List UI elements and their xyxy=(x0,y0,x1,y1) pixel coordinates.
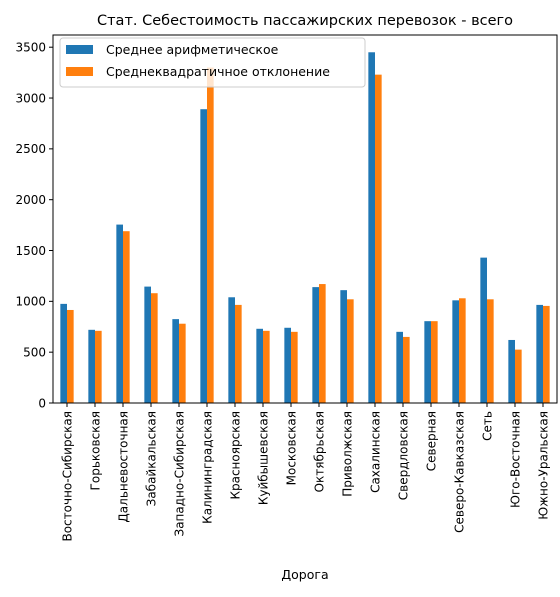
bar-series-1-9 xyxy=(312,287,319,403)
bar-series-2-15 xyxy=(487,299,494,403)
x-tick-label-4: Западно-Сибирская xyxy=(172,411,186,536)
x-tick-label-6: Красноярская xyxy=(228,411,242,500)
x-tick-label-11: Сахалинская xyxy=(368,411,382,493)
bar-series-1-11 xyxy=(368,52,375,403)
bar-series-1-0 xyxy=(60,303,67,403)
x-tick-label-17: Южно-Уральская xyxy=(536,411,550,520)
y-tick-label-6: 3000 xyxy=(15,91,46,105)
x-tick-label-9: Октябрьская xyxy=(312,411,326,492)
legend-swatch-series-2 xyxy=(66,67,93,76)
legend: Среднее арифметическое Среднеквадратично… xyxy=(59,37,366,88)
legend-box xyxy=(59,37,366,88)
bar-series-2-11 xyxy=(375,74,382,404)
bar-series-2-2 xyxy=(123,231,130,403)
bar-series-2-12 xyxy=(403,336,410,403)
y-tick-label-7: 3500 xyxy=(15,41,46,55)
x-tick-label-2: Дальневосточная xyxy=(116,411,130,523)
x-tick-label-1: Горьковская xyxy=(88,411,102,490)
y-tick-label-5: 2500 xyxy=(15,142,46,156)
bar-series-1-14 xyxy=(452,300,459,403)
bar-series-1-15 xyxy=(480,257,487,403)
bar-series-1-17 xyxy=(536,304,543,403)
x-tick-label-16: Юго-Восточная xyxy=(508,411,522,508)
legend-label-series-1: Среднее арифметическое xyxy=(106,42,279,57)
bar-series-1-12 xyxy=(396,331,403,403)
legend-swatch-series-1 xyxy=(66,45,93,54)
bar-series-2-8 xyxy=(291,331,298,403)
bar-series-2-5 xyxy=(207,67,214,403)
bar-series-2-16 xyxy=(515,349,522,403)
bar-series-1-6 xyxy=(228,297,235,403)
bar-series-2-17 xyxy=(543,305,550,403)
bar-series-1-10 xyxy=(340,290,347,403)
x-tick-label-14: Северо-Кавказская xyxy=(452,411,466,533)
chart-title: Стат. Себестоимость пассажирских перевоз… xyxy=(97,13,513,29)
bars-layer xyxy=(60,52,550,404)
y-tick-label-1: 500 xyxy=(23,345,46,359)
bar-series-2-9 xyxy=(319,284,326,403)
bar-series-2-7 xyxy=(263,330,270,403)
x-tick-label-0: Восточно-Сибирская xyxy=(60,411,74,542)
x-tick-label-7: Куйбышевская xyxy=(256,411,270,505)
x-tick-label-13: Северная xyxy=(424,411,438,471)
bar-series-2-0 xyxy=(67,309,74,403)
bar-series-2-14 xyxy=(459,298,466,403)
x-axis: Восточно-Сибирская Горьковская Дальневосто… xyxy=(60,403,550,542)
bar-series-1-1 xyxy=(88,329,95,403)
x-tick-label-5: Калининградская xyxy=(200,411,214,524)
x-axis-label: Дорога xyxy=(281,567,328,582)
x-tick-label-12: Свердловская xyxy=(396,411,410,500)
y-tick-label-2: 1000 xyxy=(15,295,46,309)
bar-series-2-4 xyxy=(179,323,186,403)
bar-series-1-3 xyxy=(144,286,151,403)
x-tick-label-3: Забайкальская xyxy=(144,411,158,506)
x-tick-label-15: Сеть xyxy=(480,411,494,441)
x-tick-label-10: Приволжская xyxy=(340,411,354,497)
y-axis: 0 500 1000 1500 2000 2500 3000 3500 xyxy=(15,41,53,410)
y-tick-label-3: 1500 xyxy=(15,244,46,258)
bar-series-1-8 xyxy=(284,327,291,403)
bar-series-2-10 xyxy=(347,299,354,403)
legend-label-series-2: Среднеквадратичное отклонение xyxy=(106,64,330,79)
bar-series-1-16 xyxy=(508,339,515,403)
x-tick-label-8: Московская xyxy=(284,411,298,485)
bar-series-2-6 xyxy=(235,304,242,403)
bar-series-1-2 xyxy=(116,224,123,403)
y-tick-label-0: 0 xyxy=(38,396,46,410)
plot-frame xyxy=(52,34,558,404)
bar-series-2-13 xyxy=(431,321,438,403)
bar-series-2-3 xyxy=(151,293,158,403)
y-tick-label-4: 2000 xyxy=(15,193,46,207)
bar-series-1-5 xyxy=(200,109,207,404)
bar-series-2-1 xyxy=(95,330,102,403)
bar-series-1-7 xyxy=(256,328,263,403)
bar-series-1-13 xyxy=(424,321,431,403)
bar-series-1-4 xyxy=(172,319,179,403)
